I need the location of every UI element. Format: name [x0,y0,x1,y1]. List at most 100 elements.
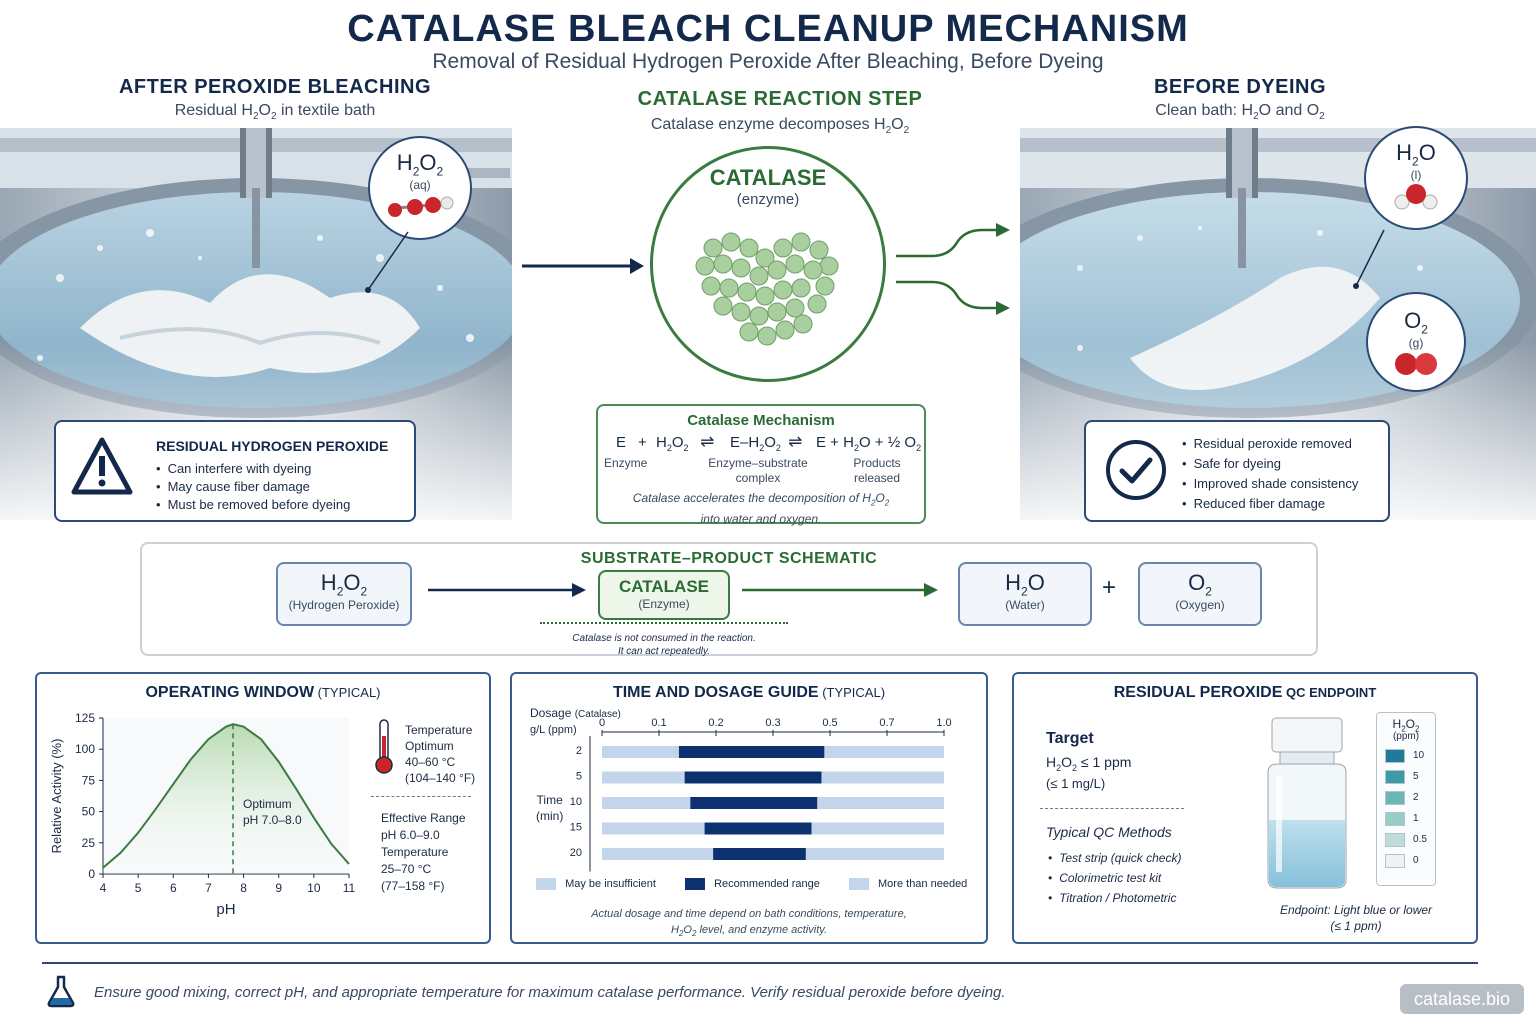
schematic-water-formula: H2O [1005,570,1045,599]
strip-swatch [1385,790,1405,805]
dosage-chart: 0 0.1 0.2 0.3 0.5 0.7 1.0 2 5 10 15 20 [570,717,952,872]
schematic-water-box: H2O (Water) [958,562,1092,626]
schematic-h2o2-box: H2O2 (Hydrogen Peroxide) [276,562,412,626]
label-complex: Enzyme–substrate complex [708,456,808,485]
dosage-tick-label: 0 [599,717,605,729]
strip-value: 10 [1413,750,1425,762]
dosage-title: TIME AND DOSAGE GUIDE (TYPICAL) [612,684,886,701]
h2o2-formula: H2O2 [396,150,444,179]
strip-row: 0 [1385,853,1435,868]
strip-unit: (ppm) [1392,731,1420,743]
center-heading: CATALASE REACTION STEP [637,88,923,110]
qc-method: Colorimetric test kit [1048,868,1181,888]
right-pointer-line [1353,229,1385,289]
strip-value: 0 [1413,855,1419,867]
qc-endpoint-note: Endpoint: Light blue or lower (≤ 1 ppm) [1279,903,1433,933]
dosage-tick-label: 0.5 [822,717,837,729]
strip-swatch [1385,832,1405,847]
schematic-catalase-name: CATALASE [618,577,710,596]
mechanism-complex: E–H2O2 [730,434,781,453]
water-formula: H2O [1396,140,1436,169]
strip-row: 0.5 [1385,832,1435,847]
operating-window-panel: OPERATING WINDOW (TYPICAL) 0 25 50 75 100 125… [35,672,491,944]
checklist-card: Residual peroxide removed Safe for dyein… [1084,420,1390,522]
x-tick-label: 11 [343,881,356,895]
water-bubble: H2O (l) [1364,126,1468,230]
x-tick-label: 6 [170,881,177,895]
enzyme-sub: (enzyme) [736,191,800,208]
mechanism-card: Catalase Mechanism E + H2O2 ⇌ E–H2O2 ⇌ E… [596,404,926,527]
schematic-note: Catalase is not consumed in the reaction… [572,633,756,657]
warning-item: May cause fiber damage [156,478,350,496]
dosage-legend: May be insufficient Recommended range Mo… [536,878,976,891]
warning-card: RESIDUAL HYDROGEN PEROXIDE Can interfere… [54,420,416,522]
strip-row: 1 [1385,811,1435,826]
thermometer-icon [375,719,393,774]
time-tick-label: 15 [570,822,582,834]
dosage-recommended-bar [690,797,818,809]
strip-row: 10 [1385,748,1435,763]
page-subtitle: Removal of Residual Hydrogen Peroxide Af… [432,50,1104,73]
time-axis-label: Time (min) [536,793,564,823]
dosage-axis-label: Dosage (Catalase) [530,706,621,720]
mechanism-title: Catalase Mechanism [687,412,835,429]
x-tick-label: 10 [307,881,321,895]
label-products: Products released [853,456,901,485]
left-subheading: Residual H2O2 in textile bath [174,102,376,123]
footer-text: Ensure good mixing, correct pH, and appr… [94,984,1006,1001]
y-tick-label: 0 [88,867,95,881]
legend-swatch-excess [848,878,869,891]
strip-rows: 10 5 2 1 0.5 0 [1377,748,1435,868]
time-tick-label: 10 [570,796,582,808]
mechanism-equilibrium-1: ⇌ [700,432,715,451]
schematic-h2o2-label: (Hydrogen Peroxide) [288,598,400,613]
right-subheading: Clean bath: H2O and O2 [1155,102,1325,123]
left-heading: AFTER PEROXIDE BLEACHING [118,76,432,98]
temperature-block: Temperature Optimum 40–60 °C (104–140 °F… [405,723,476,785]
x-tick-label: 7 [205,881,212,895]
y-axis-title: Relative Activity (%) [49,739,64,854]
x-tick-label: 8 [240,881,247,895]
schematic-oxygen-formula: O2 [1188,570,1212,599]
dosage-tick-label: 0.2 [708,717,723,729]
schematic-panel: SUBSTRATE–PRODUCT SCHEMATIC H2O2 (Hydrog… [140,542,1318,657]
schematic-water-label: (Water) [1005,598,1045,613]
footer-rule [42,962,1478,964]
oxygen-molecule-icon [1395,353,1437,376]
warning-icon [71,437,133,495]
schematic-arrow-2 [742,583,938,597]
mechanism-note: Catalase accelerates the decomposition o… [632,491,890,527]
schematic-oxygen-box: O2 (Oxygen) [1138,562,1262,626]
check-item: Reduced fiber damage [1182,494,1358,514]
catalase-enzyme-circle: CATALASE (enzyme) [650,146,886,382]
qc-divider [1040,808,1184,809]
sample-vial-icon [1267,717,1347,889]
strip-value: 0.5 [1413,834,1427,846]
activity-area [103,724,349,874]
legend-recommended: Recommended range [714,878,820,890]
schematic-plus: + [1102,574,1117,601]
enzyme-name: CATALASE [709,165,827,190]
time-tick-label: 2 [576,745,582,757]
time-tick-label: 5 [576,771,582,783]
strip-value: 1 [1413,813,1419,825]
dosage-recommended-bar [713,848,806,860]
legend-insufficient: May be insufficient [565,878,656,890]
qc-target-value: H2O2 ≤ 1 ppm [1046,754,1132,773]
y-tick-label: 125 [75,711,95,725]
strip-value: 5 [1413,771,1419,783]
oxygen-state: (g) [1408,336,1424,351]
schematic-dotted-line [540,622,788,624]
legend-swatch-insufficient [536,878,556,891]
qc-method: Test strip (quick check) [1048,848,1181,868]
strip-swatch [1385,853,1405,868]
water-molecule-icon [1394,184,1438,210]
label-enzyme: Enzyme [604,456,648,470]
oxygen-formula: O2 [1404,308,1428,337]
flow-arrows-out [896,223,1010,315]
dosage-tick-label: 0.7 [879,717,894,729]
right-heading: BEFORE DYEING [1153,76,1327,98]
x-axis-title: pH [216,901,235,918]
check-icon [1106,440,1166,500]
legend-excess: More than needed [878,878,968,890]
